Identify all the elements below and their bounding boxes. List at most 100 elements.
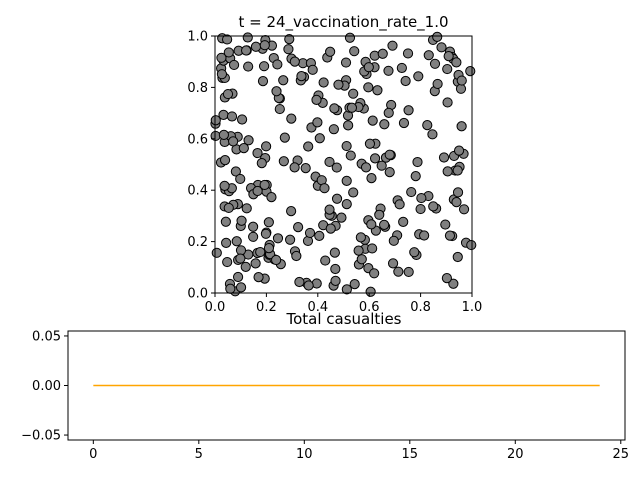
scatter-point [319, 183, 330, 194]
scatter-point [250, 41, 262, 52]
scatter-point [366, 219, 377, 230]
scatter-point [441, 273, 452, 284]
scatter-point [221, 237, 232, 248]
scatter-point [300, 163, 311, 174]
scatter-point [240, 261, 251, 272]
scatter-point [440, 219, 451, 230]
scatter-point [341, 140, 352, 152]
scatter-point [304, 227, 316, 239]
scatter-point [393, 266, 404, 277]
scatter-point [413, 71, 424, 82]
scatter-point [349, 46, 360, 57]
scatter-y-axis: 0.0 0.2 0.4 0.6 0.8 1.0 [187, 30, 215, 302]
scatter-point [442, 166, 453, 177]
scatter-point [346, 102, 358, 113]
scatter-point [422, 120, 433, 131]
scatter-point [331, 193, 343, 204]
scatter-point [360, 162, 372, 173]
scatter-point [278, 156, 289, 167]
scatter-point [236, 114, 248, 125]
scatter-point [384, 167, 395, 178]
scatter-point [223, 47, 234, 58]
scatter-point [279, 132, 290, 143]
scatter-axes-frame [214, 35, 473, 294]
scatter-point [250, 258, 261, 269]
scatter-point [367, 243, 378, 254]
scatter-point [452, 187, 464, 198]
scatter-point [294, 276, 305, 288]
scatter-point [314, 230, 325, 241]
scatter-point [364, 138, 376, 149]
scatter-point [355, 232, 366, 243]
scatter-point [330, 263, 341, 275]
line-x-tick-label: 10 [296, 447, 313, 462]
scatter-point [456, 75, 467, 86]
scatter-point [225, 283, 236, 294]
scatter-point [406, 186, 417, 198]
line-x-tick-label: 20 [507, 447, 524, 462]
scatter-point [261, 141, 272, 152]
scatter-point [289, 162, 300, 173]
scatter-x-tick-label: 1.0 [462, 300, 483, 315]
scatter-point [218, 129, 229, 141]
scatter-point [341, 199, 352, 210]
scatter-point [345, 150, 356, 161]
scatter-point [220, 216, 231, 227]
line-y-tick-label: 0.05 [32, 329, 61, 344]
scatter-point [436, 42, 447, 53]
scatter-point [331, 162, 342, 173]
scatter-point [452, 251, 463, 263]
scatter-point [428, 201, 439, 212]
scatter-point [235, 282, 247, 293]
scatter-point [329, 103, 340, 114]
scatter-point [356, 254, 367, 265]
scatter-point [456, 121, 467, 132]
scatter-point [384, 149, 395, 160]
scatter-point [336, 212, 347, 223]
scatter-point [340, 57, 352, 68]
scatter-point [259, 179, 270, 191]
scatter-point [231, 236, 242, 247]
scatter-point [236, 215, 247, 226]
scatter-points [210, 31, 477, 297]
scatter-point [222, 256, 233, 268]
scatter-point [312, 117, 323, 128]
scatter-point [419, 230, 430, 241]
scatter-point [263, 217, 274, 228]
scatter-point [311, 94, 322, 105]
scatter-point [210, 115, 221, 126]
scatter-x-tick-label: 0.8 [410, 300, 431, 315]
scatter-point [328, 124, 339, 135]
scatter-point [438, 152, 450, 163]
scatter-x-tick-label: 0.0 [205, 300, 226, 315]
scatter-point [412, 156, 423, 168]
scatter-point [255, 246, 266, 258]
scatter-point [427, 129, 438, 140]
scatter-point [432, 31, 443, 43]
scatter-point [272, 59, 283, 70]
line-y-tick-label: 0.00 [32, 379, 61, 394]
scatter-point [303, 280, 314, 291]
scatter-point [363, 62, 374, 73]
scatter-point [369, 153, 381, 164]
scatter-point [235, 253, 246, 264]
scatter-point [372, 85, 383, 96]
scatter-point [333, 79, 344, 90]
scatter-point [376, 160, 387, 171]
scatter-point [248, 221, 259, 232]
scatter-point [252, 185, 263, 197]
scatter-point [398, 216, 409, 227]
scatter-point [271, 254, 282, 266]
scatter-y-tick-label: 0.6 [187, 132, 208, 147]
scatter-point [466, 239, 477, 251]
scatter-point [320, 255, 331, 266]
scatter-point [230, 166, 241, 177]
scatter-point [458, 204, 470, 215]
scatter-point [365, 286, 376, 297]
line-panel: Total casualties 0 5 10 15 20 25 0.05 0.00 −0.0… [21, 310, 629, 462]
scatter-point [344, 32, 356, 43]
scatter-point [216, 52, 227, 63]
scatter-point [243, 135, 254, 146]
scatter-y-tick-label: 0.4 [187, 184, 208, 199]
scatter-point [383, 65, 394, 76]
